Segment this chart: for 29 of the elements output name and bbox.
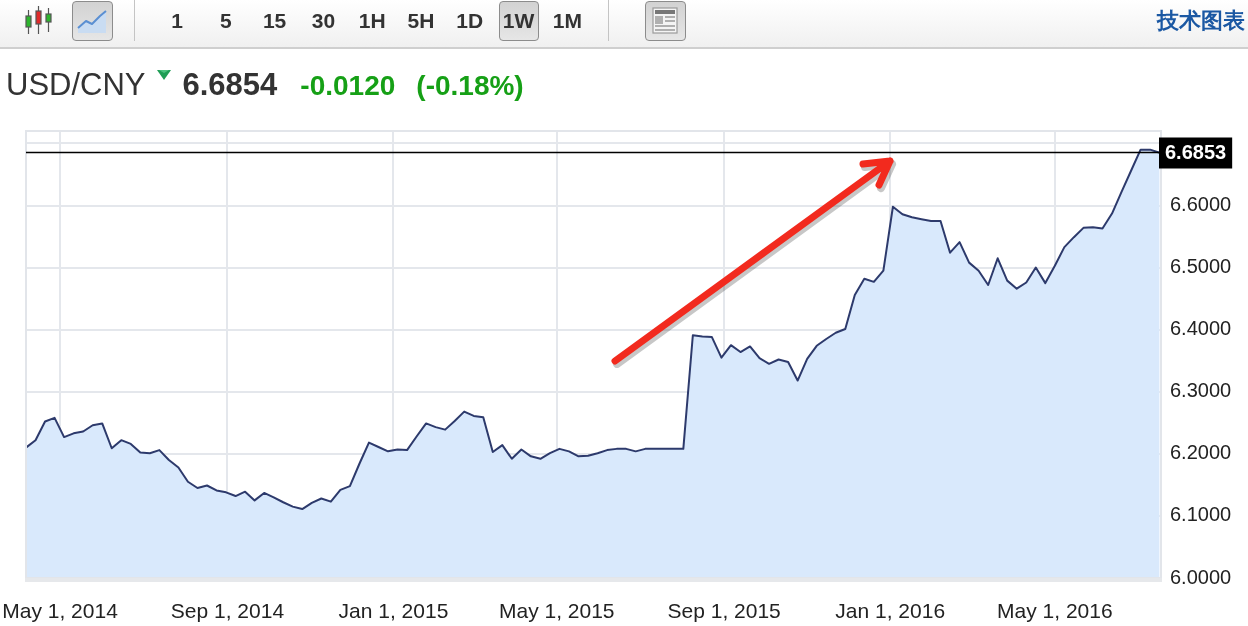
text: 1: [171, 8, 183, 32]
y-tick-label: 6.6000: [1170, 193, 1232, 216]
text: 30: [311, 8, 336, 32]
x-tick-label: Sep 1, 2014: [170, 598, 285, 622]
text: (-0.18%): [416, 70, 524, 101]
x-tick-label: Sep 1, 2015: [667, 598, 781, 622]
text: 15: [262, 8, 287, 32]
text: 5H: [407, 8, 435, 32]
text: -0.0120: [300, 70, 396, 101]
x-tick-label: Jan 1, 2016: [835, 598, 946, 622]
ref-line-label: 6.6853: [1165, 141, 1227, 164]
y-tick-label: 6.2000: [1170, 441, 1232, 464]
chart-title: USD/CNY: [6, 67, 146, 102]
y-tick-label: 6.5000: [1170, 255, 1232, 278]
x-tick-label: May 1, 2014: [2, 598, 119, 622]
y-tick-label: 6.0000: [1170, 565, 1232, 588]
text: 5: [219, 8, 232, 32]
y-tick-label: 6.4000: [1170, 317, 1232, 340]
text: 1W: [502, 8, 535, 32]
text: 技术图表: [1157, 8, 1245, 33]
x-tick-label: Jan 1, 2015: [338, 598, 449, 622]
y-tick-label: 6.1000: [1170, 503, 1232, 526]
x-tick-label: May 1, 2016: [997, 598, 1113, 622]
chart-subtitle: 6.6854: [182, 67, 278, 102]
x-tick-label: May 1, 2015: [498, 598, 615, 622]
y-tick-label: 6.3000: [1170, 379, 1232, 402]
text: 1D: [456, 8, 484, 32]
text: 1M: [552, 8, 582, 32]
text: 1H: [358, 8, 386, 32]
